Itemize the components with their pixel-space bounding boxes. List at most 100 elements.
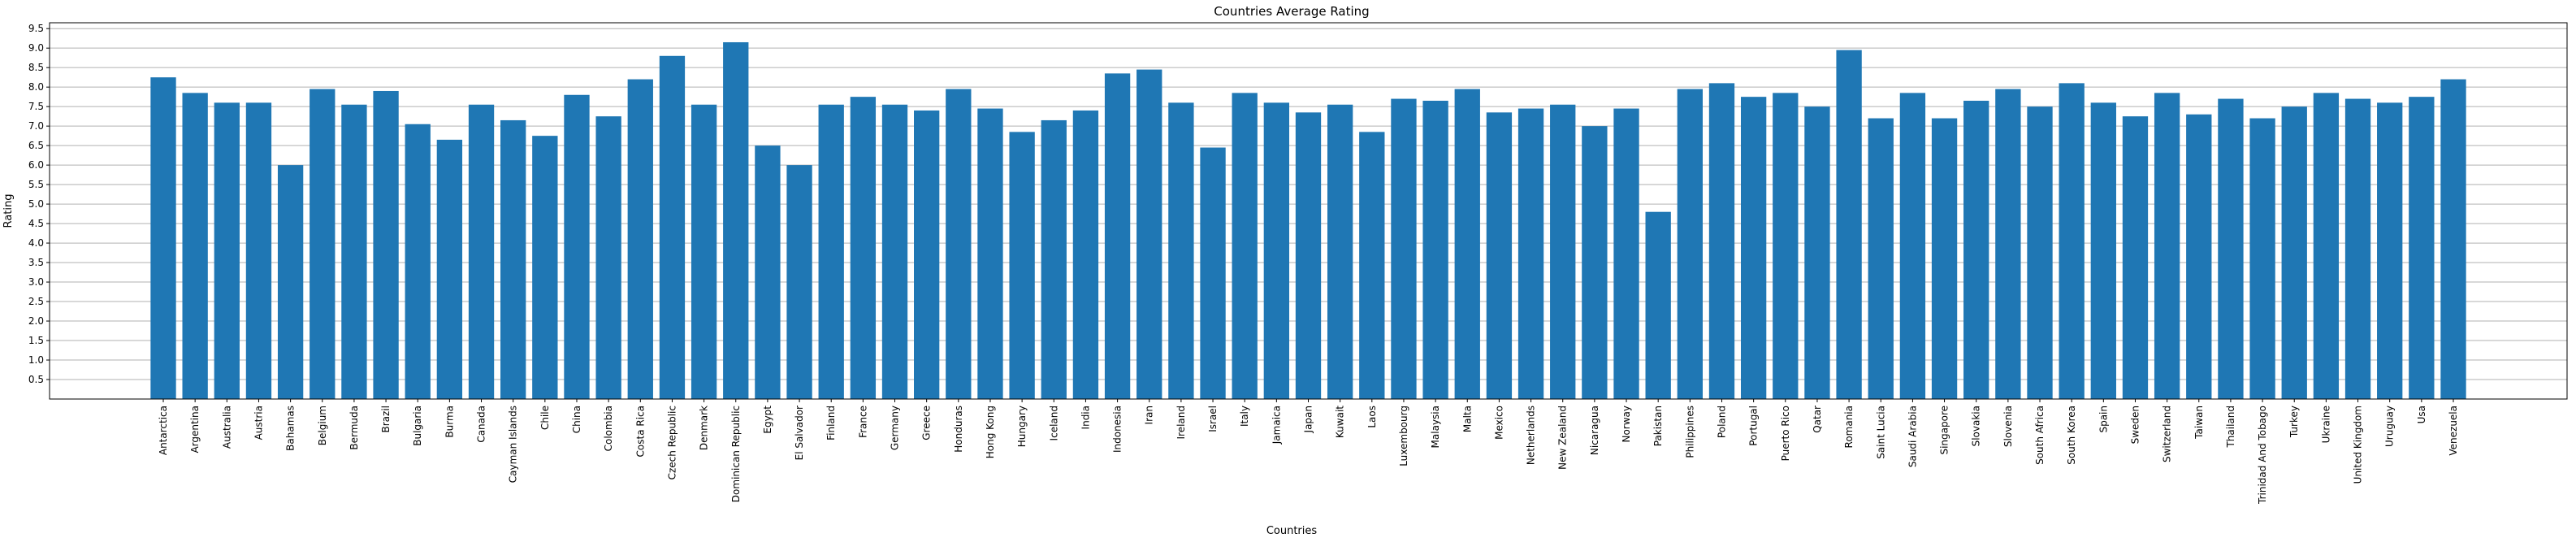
bar — [1359, 132, 1385, 399]
x-tick-label: Uruguay — [2384, 406, 2396, 447]
x-tick-label: Ireland — [1175, 406, 1187, 440]
bar — [1009, 132, 1035, 399]
bar — [2154, 93, 2180, 399]
x-tick-label: Qatar — [1812, 406, 1823, 433]
x-tick-label: Costa Rica — [634, 406, 646, 457]
bar — [1550, 104, 1576, 399]
x-tick-label: Slovakia — [1971, 406, 1982, 446]
x-tick-label: Canada — [476, 406, 487, 443]
x-tick-label: Sweden — [2129, 406, 2141, 444]
y-tick-label: 3.5 — [28, 257, 44, 268]
bar — [2409, 97, 2435, 400]
y-tick-label: 4.5 — [28, 218, 44, 229]
bar — [946, 89, 972, 400]
bar — [881, 104, 908, 399]
x-tick-label: Australia — [221, 406, 232, 449]
y-tick-label: 8.5 — [28, 62, 44, 73]
x-tick-label: Luxembourg — [1398, 406, 1409, 466]
y-tick-label: 0.5 — [28, 374, 44, 385]
bar — [2186, 114, 2212, 400]
x-tick-label: Italy — [1239, 406, 1250, 427]
y-axis-ticks: 0.5 1.0 1.5 2.0 2.5 3.0 3.5 4.0 4.5 5.0 5.5 6.0 6.5 7… — [28, 23, 50, 385]
bar — [914, 110, 940, 399]
bar — [2281, 106, 2307, 399]
x-tick-label: Nicaragua — [1589, 406, 1600, 455]
bar — [277, 165, 304, 399]
y-tick-label: 1.0 — [28, 354, 44, 366]
y-tick-label: 7.5 — [28, 101, 44, 112]
bar — [850, 97, 877, 400]
x-tick-label: Pakistan — [1652, 406, 1664, 446]
bar — [182, 93, 208, 399]
bar — [2313, 93, 2340, 399]
bar — [627, 79, 653, 399]
bar — [1486, 112, 1513, 399]
x-tick-label: United Kingdom — [2353, 406, 2364, 484]
y-tick-label: 8.0 — [28, 81, 44, 93]
bar — [1041, 119, 1067, 399]
x-tick-label: El Salvador — [794, 406, 805, 460]
x-tick-label: Saint Lucia — [1875, 406, 1886, 459]
x-tick-label: Trinidad And Tobago — [2257, 406, 2268, 505]
bar — [2122, 116, 2149, 399]
bar — [1391, 98, 1417, 400]
bar — [1454, 89, 1480, 400]
x-tick-label: India — [1080, 406, 1091, 429]
x-tick-label: New Zealand — [1557, 406, 1569, 470]
x-tick-label: Germany — [890, 406, 901, 450]
bar — [214, 102, 240, 399]
x-tick-label: Saudi Arabia — [1907, 406, 1918, 467]
bar — [755, 145, 781, 400]
x-tick-label: Antarctica — [158, 406, 169, 455]
y-tick-label: 2.0 — [28, 315, 44, 327]
bar — [1263, 102, 1290, 399]
x-tick-label: South Africa — [2034, 406, 2046, 465]
y-tick-label: 9.0 — [28, 42, 44, 54]
chart-title: Countries Average Rating — [1214, 4, 1369, 19]
x-tick-label: Egypt — [762, 406, 773, 434]
x-tick-label: Colombia — [603, 406, 614, 451]
bar — [1232, 93, 1258, 399]
x-tick-label: Jamaica — [1271, 406, 1282, 445]
x-tick-label: Spain — [2098, 406, 2109, 433]
bar — [2249, 118, 2275, 399]
bar — [1517, 108, 1544, 400]
x-tick-label: Philippines — [1684, 406, 1695, 458]
x-tick-label: Czech Republic — [666, 406, 678, 479]
bar — [1740, 97, 1767, 400]
x-tick-label: Cayman Islands — [508, 406, 519, 483]
x-tick-label: Bahamas — [285, 406, 297, 451]
bar — [1963, 100, 1989, 399]
bar — [405, 124, 431, 400]
x-tick-label: Honduras — [953, 406, 964, 453]
y-tick-label: 3.0 — [28, 276, 44, 288]
bar — [341, 104, 367, 399]
bar — [310, 89, 336, 400]
bar — [1677, 89, 1703, 400]
bar — [436, 139, 463, 400]
x-tick-label: Denmark — [699, 406, 710, 450]
bar — [1168, 102, 1194, 399]
x-tick-label: Kuwait — [1335, 406, 1346, 438]
bar — [1931, 118, 1958, 399]
x-tick-label: Usa — [2416, 406, 2427, 423]
x-tick-label: Netherlands — [1526, 406, 1537, 465]
x-tick-label: Singapore — [1939, 406, 1950, 455]
bar — [1899, 93, 1926, 399]
x-tick-label: Dominican Republic — [730, 406, 742, 502]
y-tick-label: 1.5 — [28, 335, 44, 346]
x-tick-label: Puerto Rico — [1780, 406, 1791, 461]
x-tick-label: Mexico — [1493, 406, 1504, 440]
bar — [1422, 100, 1448, 399]
bar — [818, 104, 844, 399]
bar — [1868, 118, 1894, 399]
x-axis-label: Countries — [1266, 525, 1318, 537]
y-tick-label: 5.5 — [28, 179, 44, 190]
x-axis-ticks: Antarctica Argentina Australia Austria Baham… — [158, 399, 2459, 505]
bar — [1773, 93, 1799, 399]
y-tick-label: 6.0 — [28, 159, 44, 171]
x-tick-label: Hungary — [1016, 406, 1028, 447]
bar — [373, 90, 399, 399]
x-tick-label: Malta — [1461, 406, 1473, 432]
